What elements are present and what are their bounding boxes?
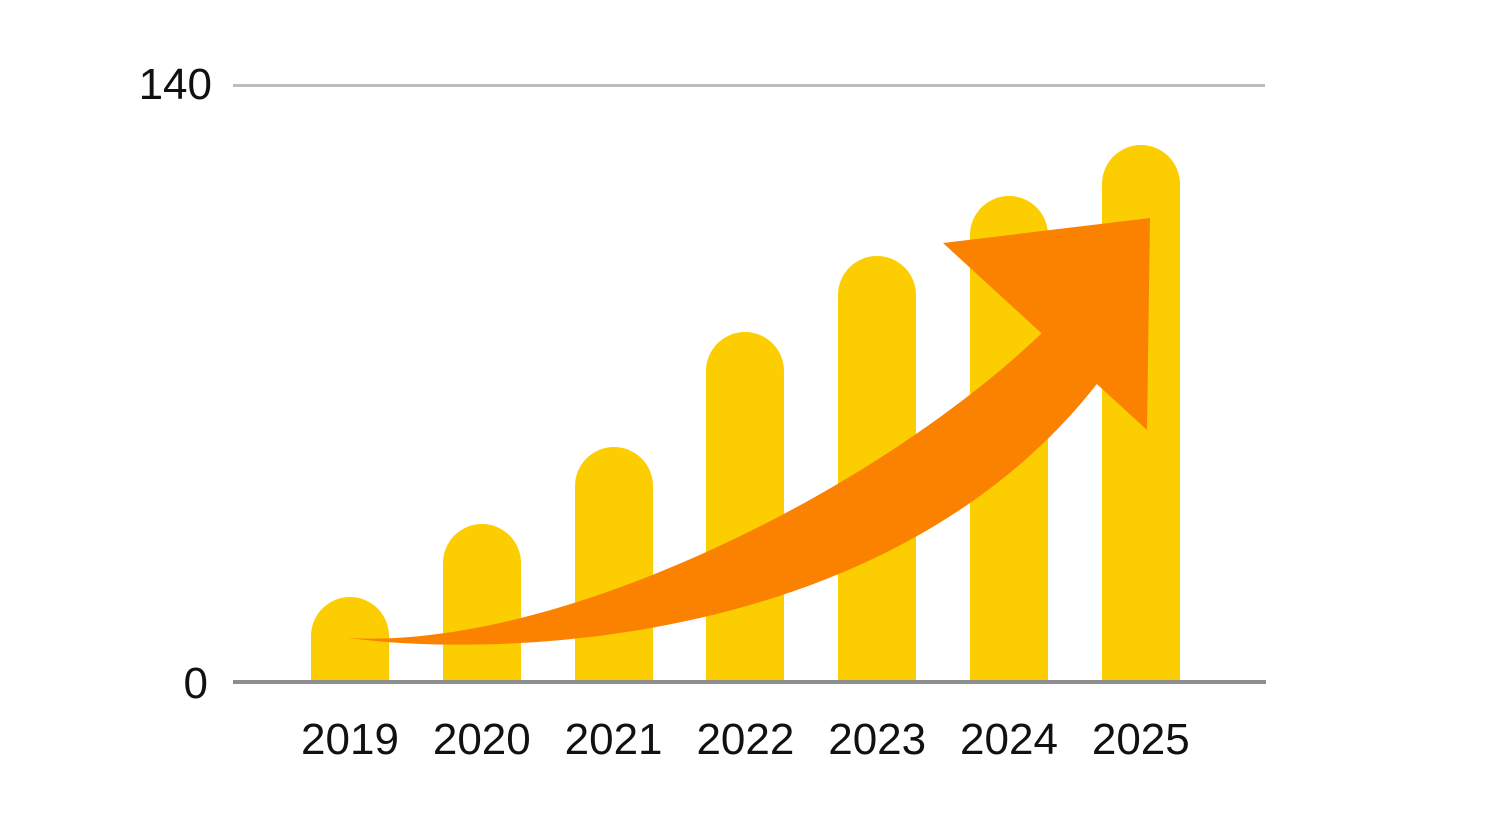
x-tick-label-2020: 2020 xyxy=(432,715,531,764)
x-tick-label-2024: 2024 xyxy=(960,715,1058,764)
x-tick-label-2025: 2025 xyxy=(1091,715,1190,764)
gridline-140 xyxy=(233,84,1265,87)
y-tick-label-0: 0 xyxy=(183,659,208,708)
x-axis-line xyxy=(233,680,1266,684)
y-tick-label-140: 140 xyxy=(138,60,212,109)
x-tick-label-2021: 2021 xyxy=(564,715,663,764)
x-tick-label-2023: 2023 xyxy=(828,715,927,764)
x-tick-label-2022: 2022 xyxy=(696,715,795,764)
x-tick-label-2019: 2019 xyxy=(301,715,399,764)
